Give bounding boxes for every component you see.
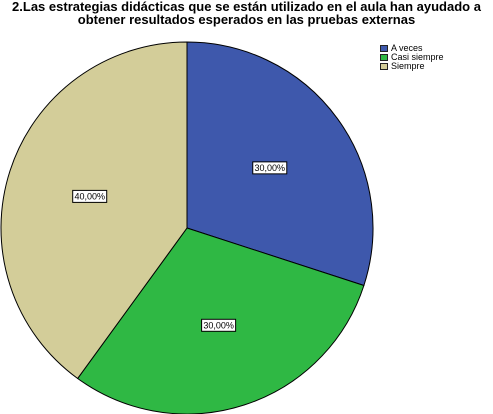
pie-slice-siempre [0, 41, 188, 380]
legend-swatch [380, 45, 388, 52]
legend-swatch [380, 63, 388, 70]
chart-title-line-2: obtener resultados esperados en las prue… [77, 12, 416, 27]
legend-label: Casi siempre [391, 52, 444, 62]
data-label-text: 30,00% [254, 163, 285, 173]
legend-swatch [380, 54, 388, 61]
legend: A veces Casi siempre Siempre [380, 44, 444, 71]
legend-item-casi-siempre: Casi siempre [380, 53, 444, 62]
data-label: 30,00% [252, 161, 288, 175]
data-label-box [252, 161, 288, 175]
legend-item-siempre: Siempre [380, 62, 444, 71]
legend-label: Siempre [391, 61, 425, 71]
legend-label: A veces [391, 43, 423, 53]
data-label: 30,00% [201, 318, 237, 332]
chart-title: 2.Las estrategias didácticas que se está… [0, 0, 493, 26]
data-label-text: 30,00% [203, 320, 234, 330]
chart-title-line-1: 2.Las estrategias didácticas que se está… [12, 0, 481, 14]
data-label-box [72, 189, 108, 203]
data-label: 40,00% [72, 189, 108, 203]
legend-item-a-veces: A veces [380, 44, 444, 53]
data-label-text: 40,00% [74, 191, 105, 201]
data-label-box [201, 318, 237, 332]
